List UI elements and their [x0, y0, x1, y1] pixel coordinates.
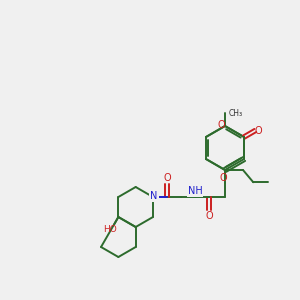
- Text: N: N: [150, 191, 158, 201]
- Text: O: O: [205, 211, 213, 221]
- Text: HO: HO: [103, 224, 117, 233]
- Text: CH₃: CH₃: [229, 109, 243, 118]
- Text: NH: NH: [188, 186, 202, 196]
- Text: O: O: [217, 120, 225, 130]
- Text: O: O: [219, 173, 227, 183]
- Text: O: O: [163, 173, 171, 183]
- Text: O: O: [254, 125, 262, 136]
